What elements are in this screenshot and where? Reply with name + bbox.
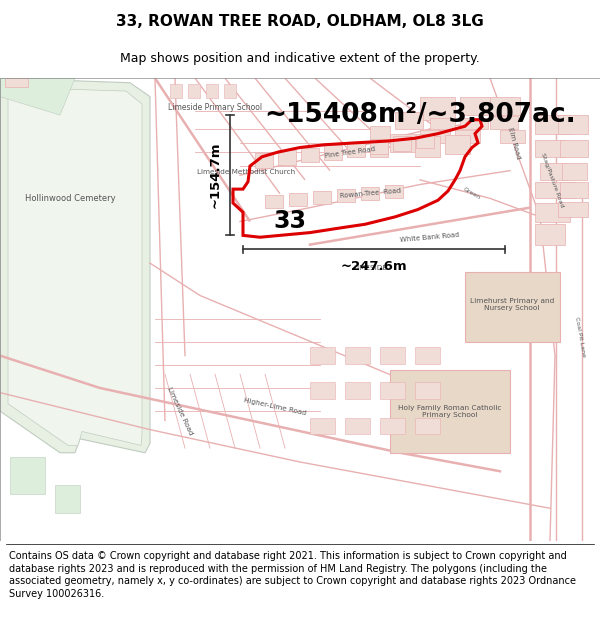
Polygon shape <box>10 458 45 494</box>
Polygon shape <box>345 382 370 399</box>
Text: Map shows position and indicative extent of the property.: Map shows position and indicative extent… <box>120 52 480 65</box>
Polygon shape <box>370 126 390 143</box>
Text: Green: Green <box>463 187 482 201</box>
Polygon shape <box>415 348 440 364</box>
Polygon shape <box>420 130 450 143</box>
Text: Limeside Methodist Church: Limeside Methodist Church <box>197 169 295 176</box>
Polygon shape <box>558 115 588 134</box>
Polygon shape <box>310 382 335 399</box>
Polygon shape <box>55 485 80 513</box>
Polygon shape <box>345 418 370 434</box>
Polygon shape <box>188 84 200 99</box>
Polygon shape <box>415 418 440 434</box>
Text: Coal Pit Lane: Coal Pit Lane <box>574 317 586 357</box>
Polygon shape <box>370 146 388 157</box>
Polygon shape <box>347 142 365 157</box>
Polygon shape <box>445 136 470 154</box>
Polygon shape <box>313 191 331 204</box>
Text: ~247.6m: ~247.6m <box>341 261 407 273</box>
Polygon shape <box>255 153 273 168</box>
Polygon shape <box>324 145 342 159</box>
Polygon shape <box>540 163 568 180</box>
Polygon shape <box>415 136 440 157</box>
Polygon shape <box>370 139 388 154</box>
Polygon shape <box>0 78 150 452</box>
Polygon shape <box>170 84 182 99</box>
Polygon shape <box>460 118 488 129</box>
Polygon shape <box>416 134 434 148</box>
Polygon shape <box>535 203 570 221</box>
Polygon shape <box>415 382 440 399</box>
Polygon shape <box>310 348 335 364</box>
Text: Hollinwood Cemetery: Hollinwood Cemetery <box>25 194 115 203</box>
Text: ~154.7m: ~154.7m <box>209 142 222 209</box>
Polygon shape <box>0 78 75 115</box>
Polygon shape <box>465 272 560 342</box>
Polygon shape <box>345 348 370 364</box>
Polygon shape <box>8 88 142 446</box>
Text: Limeside Road: Limeside Road <box>166 386 194 436</box>
Text: 33, ROWAN TREE ROAD, OLDHAM, OL8 3LG: 33, ROWAN TREE ROAD, OLDHAM, OL8 3LG <box>116 14 484 29</box>
Polygon shape <box>265 194 283 208</box>
Polygon shape <box>535 224 565 244</box>
Polygon shape <box>535 115 570 134</box>
Polygon shape <box>301 148 319 162</box>
Polygon shape <box>558 202 588 217</box>
Text: Limehurst Primary and
Nursery School: Limehurst Primary and Nursery School <box>470 298 554 311</box>
Polygon shape <box>455 130 480 143</box>
Text: Stag/Pasture Road: Stag/Pasture Road <box>540 152 565 208</box>
Polygon shape <box>393 136 411 151</box>
Text: ~15408m²/~3.807ac.: ~15408m²/~3.807ac. <box>264 102 576 128</box>
Text: Contains OS data © Crown copyright and database right 2021. This information is : Contains OS data © Crown copyright and d… <box>9 551 576 599</box>
Polygon shape <box>420 97 455 120</box>
Text: Holy Family Roman Catholic
Primary School: Holy Family Roman Catholic Primary Schoo… <box>398 404 502 418</box>
Polygon shape <box>206 84 218 99</box>
Polygon shape <box>337 189 355 202</box>
Polygon shape <box>560 140 588 157</box>
Polygon shape <box>289 193 307 206</box>
Polygon shape <box>430 118 455 129</box>
Text: Rowan-Tree  Road: Rowan-Tree Road <box>339 188 401 199</box>
Polygon shape <box>310 418 335 434</box>
Polygon shape <box>380 418 405 434</box>
Polygon shape <box>390 134 415 152</box>
Polygon shape <box>224 84 236 99</box>
Polygon shape <box>278 150 296 165</box>
Polygon shape <box>460 97 490 115</box>
Polygon shape <box>380 382 405 399</box>
Polygon shape <box>390 369 510 452</box>
Polygon shape <box>560 182 588 198</box>
Text: Higher-Lime Road: Higher-Lime Road <box>243 397 307 416</box>
Text: Limeside Primary School: Limeside Primary School <box>168 103 262 112</box>
Polygon shape <box>395 112 423 129</box>
Text: 33: 33 <box>274 209 307 234</box>
Polygon shape <box>490 97 520 115</box>
Polygon shape <box>490 116 518 129</box>
Text: Elm Road: Elm Road <box>507 126 521 159</box>
Text: White Bank Road: White Bank Road <box>400 232 460 243</box>
Polygon shape <box>385 186 403 198</box>
Text: Pine Tree Road: Pine Tree Road <box>325 146 376 159</box>
Polygon shape <box>562 163 587 180</box>
Polygon shape <box>361 188 379 200</box>
Polygon shape <box>500 130 525 143</box>
Polygon shape <box>5 78 28 88</box>
Polygon shape <box>535 182 575 198</box>
Polygon shape <box>535 140 565 157</box>
Polygon shape <box>380 348 405 364</box>
Text: LIMESIDE: LIMESIDE <box>353 265 387 271</box>
